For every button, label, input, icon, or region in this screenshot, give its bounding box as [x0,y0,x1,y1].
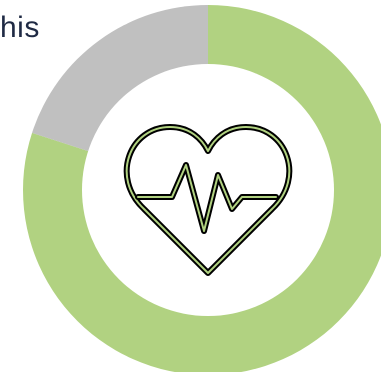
heartbeat-icon [123,124,293,276]
partial-title-text: his [0,11,40,44]
donut-hole [82,64,334,316]
heart-outline-inner [125,126,291,274]
pulse-line-inner [137,164,277,232]
